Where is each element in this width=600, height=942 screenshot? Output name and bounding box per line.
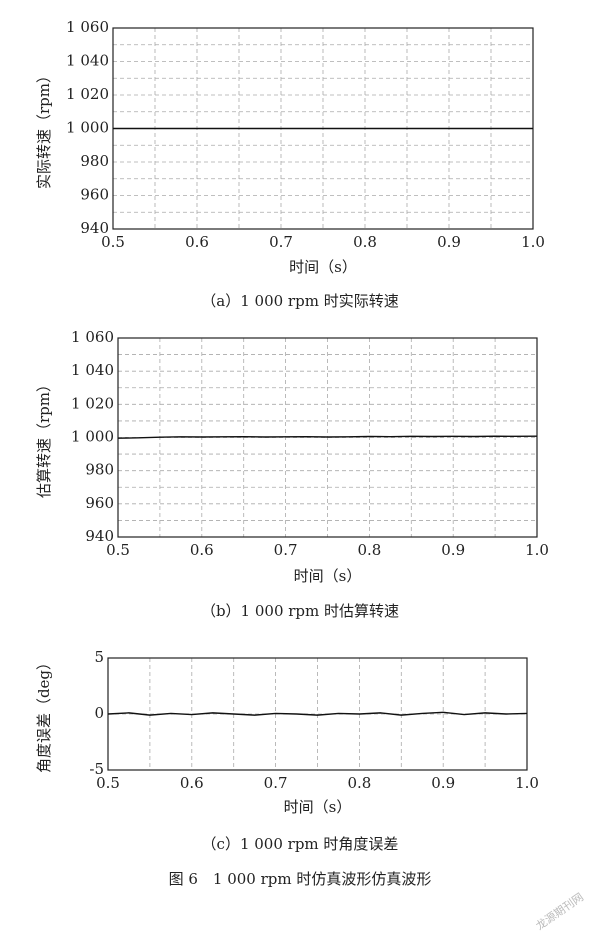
x-tick-label: 1.0 (525, 541, 549, 559)
y-tick-label: 940 (85, 527, 114, 545)
x-axis-label: 时间（s） (289, 258, 357, 276)
x-axis-label: 时间（s） (284, 798, 352, 816)
y-tick-label: 1 020 (71, 394, 114, 412)
x-tick-label: 0.6 (180, 774, 204, 792)
x-tick-label: 0.9 (441, 541, 465, 559)
y-axis-label: 实际转速（rpm） (35, 68, 53, 189)
x-tick-label: 1.0 (515, 774, 539, 792)
data-line (107, 711, 528, 716)
x-tick-label: 1.0 (521, 233, 545, 251)
x-axis-label: 时间（s） (294, 567, 362, 585)
y-tick-label: 960 (80, 186, 109, 204)
x-tick-label: 0.9 (431, 774, 455, 792)
x-tick-label: 0.5 (101, 233, 125, 251)
y-tick-label: 1 000 (66, 119, 109, 137)
y-tick-label: 0 (94, 704, 104, 722)
subplot-caption: （a）1 000 rpm 时实际转速 (201, 292, 398, 310)
y-tick-label: 1 040 (66, 52, 109, 70)
y-tick-label: 940 (80, 219, 109, 237)
y-tick-label: 980 (85, 461, 114, 479)
x-tick-label: 0.8 (353, 233, 377, 251)
y-tick-label: 1 020 (66, 85, 109, 103)
x-tick-label: 0.8 (347, 774, 371, 792)
y-axis-label: 角度误差（deg） (35, 655, 53, 773)
x-tick-label: 0.7 (264, 774, 288, 792)
subplot-caption: （c）1 000 rpm 时角度误差 (202, 835, 399, 853)
y-tick-label: -5 (89, 760, 104, 778)
y-tick-label: 980 (80, 152, 109, 170)
y-tick-label: 1 060 (66, 18, 109, 36)
x-tick-label: 0.7 (274, 541, 298, 559)
figure-caption: 图 6 1 000 rpm 时仿真波形仿真波形 (169, 870, 432, 888)
x-tick-label: 0.8 (357, 541, 381, 559)
subplot-caption: （b）1 000 rpm 时估算转速 (201, 602, 399, 620)
x-tick-label: 0.6 (185, 233, 209, 251)
x-tick-label: 0.6 (190, 541, 214, 559)
y-tick-label: 1 060 (71, 328, 114, 346)
x-tick-label: 0.5 (96, 774, 120, 792)
y-tick-label: 1 040 (71, 361, 114, 379)
x-tick-label: 0.9 (437, 233, 461, 251)
x-tick-label: 0.5 (106, 541, 130, 559)
y-tick-label: 960 (85, 494, 114, 512)
y-tick-label: 5 (94, 648, 104, 666)
x-tick-label: 0.7 (269, 233, 293, 251)
y-tick-label: 1 000 (71, 428, 114, 446)
y-axis-label: 估算转速（rpm） (35, 377, 53, 498)
data-line (117, 435, 538, 439)
